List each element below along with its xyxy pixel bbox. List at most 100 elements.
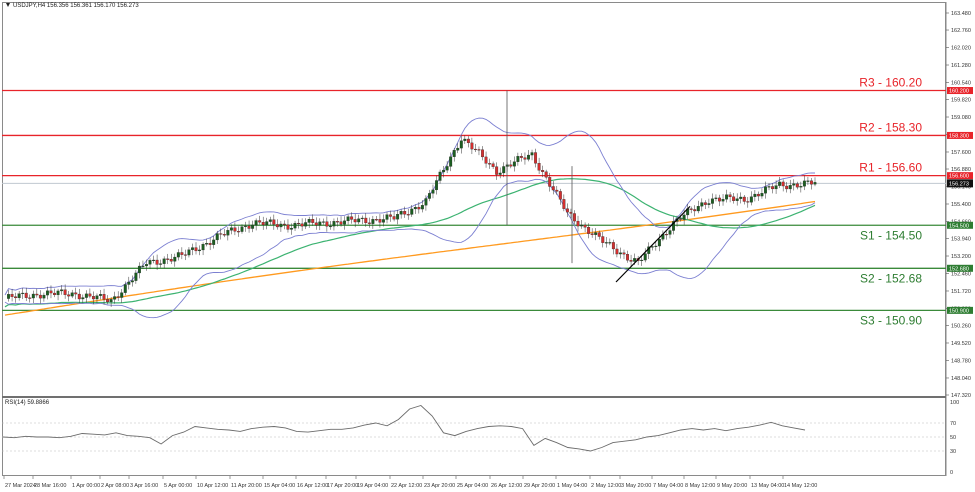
- bull-candle: [643, 253, 647, 261]
- price-tick-label: 160.540: [951, 80, 971, 86]
- bear-candle: [466, 138, 470, 144]
- bull-candle: [123, 284, 127, 293]
- bull-candle: [251, 224, 255, 229]
- bull-candle: [449, 156, 453, 167]
- time-tick-label: 19 Apr 04:00: [357, 483, 388, 489]
- bear-candle: [756, 193, 760, 197]
- bear-candle: [28, 297, 32, 299]
- bull-candle: [159, 263, 163, 265]
- bull-candle: [84, 293, 88, 298]
- bear-candle: [562, 199, 566, 209]
- bull-candle: [268, 219, 272, 222]
- level-label-r1: R1 - 156.60: [859, 161, 922, 175]
- svg-text:156.273: 156.273: [949, 181, 969, 187]
- bull-candle: [307, 218, 311, 223]
- bull-candle: [240, 226, 244, 232]
- bull-candle: [173, 256, 177, 262]
- level-tag-r3: [947, 87, 973, 95]
- bear-candle: [597, 232, 601, 237]
- bull-candle: [802, 180, 806, 187]
- bear-candle: [282, 223, 286, 225]
- bear-candle: [374, 219, 378, 221]
- price-tick-label: 149.520: [951, 341, 971, 347]
- bull-candle: [739, 196, 743, 199]
- bull-candle: [714, 197, 718, 199]
- bull-candle: [229, 227, 233, 231]
- bull-candle: [498, 172, 502, 175]
- bear-candle: [491, 163, 495, 167]
- bear-candle: [364, 217, 368, 224]
- bear-candle: [336, 221, 339, 223]
- bear-candle: [10, 294, 14, 297]
- bear-candle: [353, 219, 357, 223]
- moving-average-orange: [4, 200, 816, 316]
- bull-candle: [710, 198, 714, 204]
- price-tick-label: 162.760: [951, 28, 971, 34]
- bear-candle: [601, 236, 605, 243]
- price-tick-label: 153.940: [951, 237, 971, 243]
- bull-candle: [424, 198, 428, 206]
- bull-candle: [456, 147, 460, 151]
- time-tick-label: 13 May 04:00: [751, 483, 784, 489]
- bull-candle: [431, 189, 435, 194]
- bull-candle: [735, 198, 739, 201]
- bear-candle: [77, 293, 81, 300]
- bull-candle: [640, 259, 644, 262]
- level-label-s2: S2 - 152.68: [860, 271, 922, 285]
- candles: [7, 135, 817, 307]
- bear-candle: [180, 252, 184, 255]
- bull-candle: [682, 214, 686, 220]
- bull-candle: [672, 221, 675, 231]
- bull-candle: [321, 221, 325, 223]
- level-tag-s2: [947, 264, 973, 272]
- bear-candle: [703, 202, 707, 205]
- bull-candle: [428, 193, 431, 199]
- bull-candle: [604, 242, 608, 244]
- rsi-tick-label: 30: [950, 449, 956, 455]
- bear-candle: [565, 208, 569, 213]
- bull-candle: [668, 230, 672, 235]
- bear-candle: [537, 163, 541, 171]
- bear-candle: [495, 166, 499, 175]
- time-tick-label: 8 May 12:00: [685, 483, 715, 489]
- time-tick-label: 22 Apr 12:00: [391, 483, 422, 489]
- bull-candle: [619, 252, 622, 255]
- bear-candle: [63, 289, 67, 295]
- bear-candle: [590, 233, 594, 235]
- trendline[interactable]: [615, 205, 691, 283]
- price-tick-label: 159.080: [951, 115, 971, 121]
- price-tick-label: 159.820: [951, 98, 971, 104]
- bear-candle: [272, 219, 276, 225]
- bear-candle: [116, 296, 120, 298]
- bear-candle: [35, 293, 39, 296]
- bear-candle: [297, 222, 301, 225]
- current-price-tag: [947, 179, 973, 188]
- bear-candle: [795, 183, 799, 188]
- bear-candle: [541, 170, 545, 172]
- collapse-triangle-icon[interactable]: [6, 3, 10, 8]
- bull-candle: [725, 194, 729, 200]
- bear-candle: [519, 156, 523, 158]
- bull-candle: [371, 219, 375, 224]
- bear-candle: [166, 258, 170, 260]
- price-tick-label: 151.720: [951, 289, 971, 295]
- bull-candle: [527, 154, 530, 160]
- bull-candle: [502, 166, 506, 174]
- bull-candle: [749, 196, 753, 203]
- bear-candle: [261, 222, 265, 226]
- bear-candle: [622, 252, 626, 255]
- bull-candle: [145, 264, 148, 267]
- bull-candle: [696, 206, 700, 212]
- bull-candle: [215, 233, 219, 241]
- bull-candle: [152, 259, 156, 261]
- time-tick-label: 1 Apr 00:00: [72, 483, 100, 489]
- bull-candle: [580, 224, 584, 227]
- bear-candle: [629, 260, 633, 262]
- time-tick-label: 29 Apr 20:00: [524, 483, 555, 489]
- level-tag-r1: [947, 172, 973, 180]
- chart-title-text: USDJPY,H4 156.356 156.361 156.170 156.27…: [13, 3, 139, 9]
- bull-candle: [265, 221, 269, 226]
- bull-candle: [438, 171, 442, 181]
- bear-candle: [49, 290, 53, 294]
